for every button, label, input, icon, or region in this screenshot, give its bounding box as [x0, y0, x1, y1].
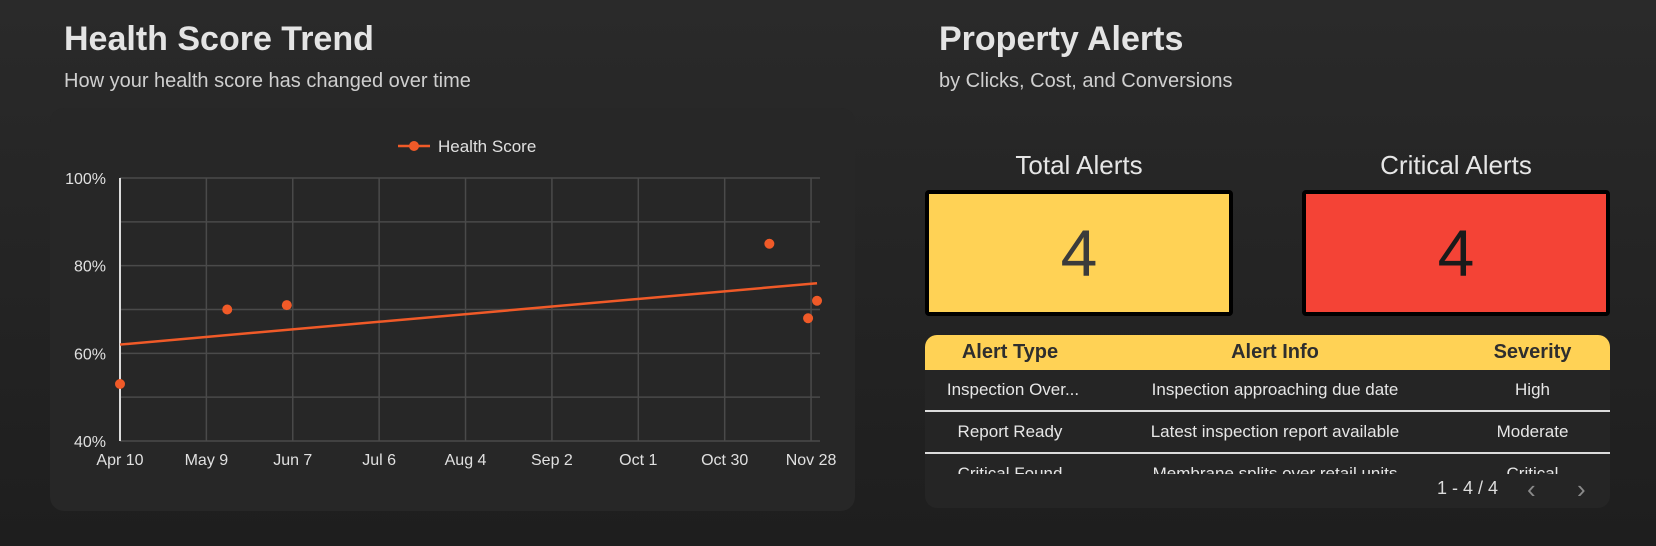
x-tick-label: Oct 1 [619, 452, 657, 469]
x-tick-label: Apr 10 [96, 452, 143, 469]
y-tick-label: 100% [65, 171, 106, 188]
y-tick-label: 80% [74, 259, 106, 276]
x-tick-label: Sep 2 [531, 452, 573, 469]
table-pagination: 1 - 4 / 4 ‹ › [925, 474, 1610, 508]
cell-alert-type: Critical Found [957, 464, 1063, 474]
y-tick-label: 40% [74, 434, 106, 451]
table-body[interactable]: Inspection Over... Inspection approachin… [925, 370, 1610, 474]
cell-severity: High [1515, 380, 1550, 399]
x-tick-label: Oct 30 [701, 452, 748, 469]
cell-alert-info: Inspection approaching due date [1151, 380, 1399, 399]
critical-alerts-value: 4 [1302, 190, 1610, 316]
health-score-chart-card: 100% 80% 60% 40% Apr 10 May 9 Jun 7 Jul 6 Aug 4 S… [50, 108, 855, 511]
chevron-right-icon[interactable]: › [1577, 474, 1586, 504]
table-row[interactable]: Inspection Over... Inspection approachin… [925, 370, 1610, 412]
cell-alert-info: Latest inspection report available [1150, 422, 1400, 441]
x-tick-label: May 9 [185, 452, 229, 469]
alerts-table: Alert Type Alert Info Severity Inspectio… [925, 335, 1610, 508]
cell-alert-type: Inspection Over... [946, 380, 1080, 399]
health-score-point [803, 313, 814, 324]
health-score-point [764, 238, 775, 249]
column-header-alert-info[interactable]: Alert Info [1231, 341, 1319, 363]
cell-alert-type: Report Ready [957, 422, 1063, 441]
health-score-subtitle: How your health score has changed over t… [64, 70, 471, 92]
column-header-severity[interactable]: Severity [1493, 341, 1572, 363]
property-alerts-title: Property Alerts [939, 20, 1184, 58]
health-score-point [222, 304, 233, 315]
x-tick-label: Nov 28 [786, 452, 837, 469]
critical-alerts-label: Critical Alerts [1380, 150, 1532, 180]
chevron-left-icon[interactable]: ‹ [1527, 474, 1536, 504]
cell-severity: Critical [1506, 464, 1559, 474]
health-score-chart: 100% 80% 60% 40%Apr 10 May 9 Jun 7 Jul 6 Aug 4 S… [65, 137, 837, 469]
x-tick-label: Jul 6 [362, 452, 396, 469]
legend-label: Health Score [438, 137, 536, 156]
x-tick-label: Aug 4 [445, 452, 487, 469]
property-alerts-subtitle: by Clicks, Cost, and Conversions [939, 70, 1233, 92]
x-tick-label: Jun 7 [273, 452, 312, 469]
table-row[interactable]: Critical Found Membrane splits over reta… [925, 454, 1610, 474]
total-alerts-label: Total Alerts [1015, 150, 1143, 180]
health-score-point [281, 300, 292, 311]
cell-severity: Moderate [1496, 422, 1569, 441]
health-score-trendline [119, 281, 818, 346]
health-score-title: Health Score Trend [64, 20, 374, 58]
column-header-alert-type[interactable]: Alert Type [961, 341, 1059, 363]
cell-alert-info: Membrane splits over retail units [1152, 464, 1398, 474]
table-header: Alert Type Alert Info Severity [925, 335, 1610, 370]
legend-marker [409, 141, 419, 151]
total-alerts-value: 4 [925, 190, 1233, 316]
health-score-point [812, 295, 823, 306]
pagination-range: 1 - 4 / 4 [1437, 478, 1499, 498]
table-row[interactable]: Report Ready Latest inspection report av… [925, 412, 1610, 454]
y-tick-label: 60% [74, 346, 106, 363]
health-score-point [115, 379, 125, 390]
